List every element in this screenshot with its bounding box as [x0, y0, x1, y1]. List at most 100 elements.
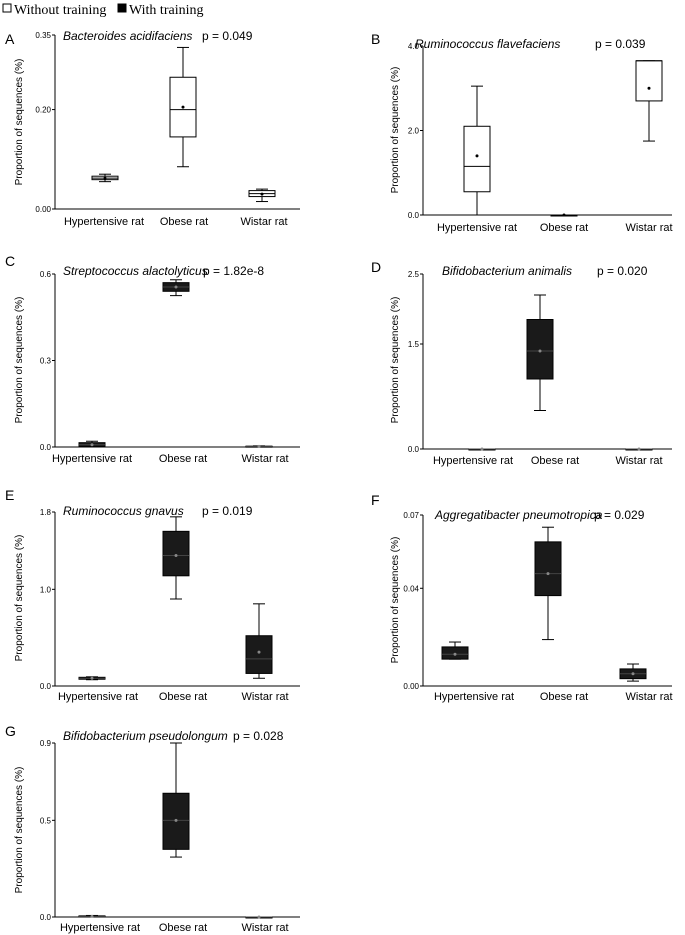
x-category-label: Wistar rat [241, 453, 288, 465]
mean-marker [174, 554, 178, 557]
chart-title: Bacteroides acidifaciens [63, 29, 192, 43]
iqr-box [534, 541, 562, 597]
iqr-box [526, 319, 554, 380]
y-tick-label: 0.5 [40, 816, 52, 825]
mean-marker [647, 86, 651, 90]
panel-d: D Bifidobacterium animalis p = 0.020 Propor… [371, 259, 672, 467]
mean-marker [257, 650, 261, 654]
p-value: p = 1.82e-8 [203, 264, 264, 278]
y-axis-label: Proportion of sequences (%) [14, 535, 25, 662]
x-category-label: Wistar rat [615, 455, 662, 467]
y-axis-label: Proportion of sequences (%) [14, 767, 25, 894]
y-axis-label: Proportion of sequences (%) [14, 59, 25, 186]
x-category-label: Obese rat [159, 922, 207, 934]
panel-a: A Bacteroides acidifaciens p = 0.049 Propor… [5, 29, 300, 228]
mean-marker [257, 444, 261, 448]
y-tick-label: 0.6 [40, 270, 52, 279]
iqr-box [245, 635, 273, 674]
panel-letter: B [371, 31, 380, 47]
y-tick-label: 1.8 [40, 508, 52, 517]
panel-b: B Ruminococcus flavefaciens p = 0.039 Propo… [371, 31, 673, 234]
x-category-label: Wistar rat [241, 691, 288, 703]
p-value: p = 0.019 [202, 504, 253, 518]
mean-marker [174, 818, 178, 822]
x-category-label: Obese rat [159, 691, 207, 703]
y-tick-label: 0.04 [403, 584, 419, 593]
box-obese-rat [162, 742, 190, 858]
mean-marker [637, 447, 641, 451]
box-wistar-rat [625, 447, 653, 451]
x-category-label: Hypertensive rat [60, 922, 140, 934]
x-category-label: Obese rat [540, 222, 588, 234]
panel-letter: E [5, 487, 14, 503]
y-tick-label: 0.0 [40, 682, 52, 691]
mean-marker [90, 676, 94, 680]
chart-title: Ruminococcus gnavus [63, 504, 184, 518]
box-wistar-rat [245, 444, 273, 448]
panel-letter: A [5, 31, 15, 47]
box-obese-rat [526, 294, 554, 411]
box-hypertensive-rat [78, 440, 106, 448]
chart-title: Bifidobacterium pseudolongum [63, 729, 228, 743]
mean-marker [181, 105, 185, 109]
y-tick-label: 0.20 [35, 106, 51, 115]
mean-marker [174, 285, 178, 289]
box-obese-rat [169, 46, 197, 168]
x-category-label: Wistar rat [625, 691, 672, 703]
x-category-label: Wistar rat [240, 216, 287, 228]
y-axis-label: Proportion of sequences (%) [390, 297, 401, 424]
x-category-label: Hypertensive rat [434, 691, 514, 703]
panel-e: E Ruminococcus gnavus p = 0.019 Proportion … [5, 487, 300, 703]
y-tick-label: 4.0 [408, 42, 420, 51]
box-wistar-rat [245, 915, 273, 919]
mean-marker [546, 572, 550, 576]
x-category-label: Obese rat [159, 453, 207, 465]
chart-title: Bifidobacterium animalis [442, 264, 572, 278]
y-tick-label: 2.0 [408, 127, 420, 136]
box-hypertensive-rat [441, 641, 469, 660]
y-tick-label: 2.5 [408, 270, 420, 279]
y-tick-label: 1.5 [408, 340, 420, 349]
mean-marker [257, 915, 261, 919]
y-tick-label: 0.9 [40, 739, 52, 748]
y-tick-label: 0.0 [408, 211, 420, 220]
x-category-label: Wistar rat [241, 922, 288, 934]
panel-letter: D [371, 259, 381, 275]
p-value: p = 0.039 [595, 37, 646, 51]
y-axis-label: Proportion of sequences (%) [14, 297, 25, 424]
mean-marker [103, 176, 107, 180]
y-tick-label: 0.00 [35, 205, 51, 214]
box-hypertensive-rat [468, 447, 496, 451]
y-axis-label: Proportion of sequences (%) [390, 537, 401, 664]
y-tick-label: 0.35 [35, 31, 51, 40]
x-category-label: Wistar rat [625, 222, 672, 234]
p-value: p = 0.029 [594, 508, 645, 522]
x-category-label: Obese rat [160, 216, 208, 228]
y-tick-label: 0.0 [40, 913, 52, 922]
box-wistar-rat [619, 663, 647, 682]
y-tick-label: 0.0 [408, 445, 420, 454]
y-tick-label: 1.0 [40, 585, 52, 594]
mean-marker [480, 447, 484, 451]
legend: Without training With training [2, 3, 203, 18]
chart-title: Streptococcus alactolyticus [63, 264, 208, 278]
mean-marker [90, 914, 94, 918]
x-category-label: Hypertensive rat [437, 222, 517, 234]
box-obese-rat [162, 279, 190, 297]
box-hypertensive-rat [463, 85, 491, 216]
p-value: p = 0.049 [202, 29, 253, 43]
mean-marker [538, 349, 542, 353]
legend-label-without-training: Without training [14, 3, 106, 18]
panel-letter: F [371, 492, 380, 508]
box-obese-rat [550, 213, 578, 217]
box-hypertensive-rat [78, 676, 106, 681]
box-wistar-rat [635, 60, 663, 142]
x-category-label: Obese rat [540, 691, 588, 703]
panel-g: G Bifidobacterium pseudolongum p = 0.028 Pr… [5, 723, 300, 934]
x-category-label: Hypertensive rat [52, 453, 132, 465]
x-category-label: Hypertensive rat [64, 216, 144, 228]
y-tick-label: 0.07 [403, 511, 419, 520]
